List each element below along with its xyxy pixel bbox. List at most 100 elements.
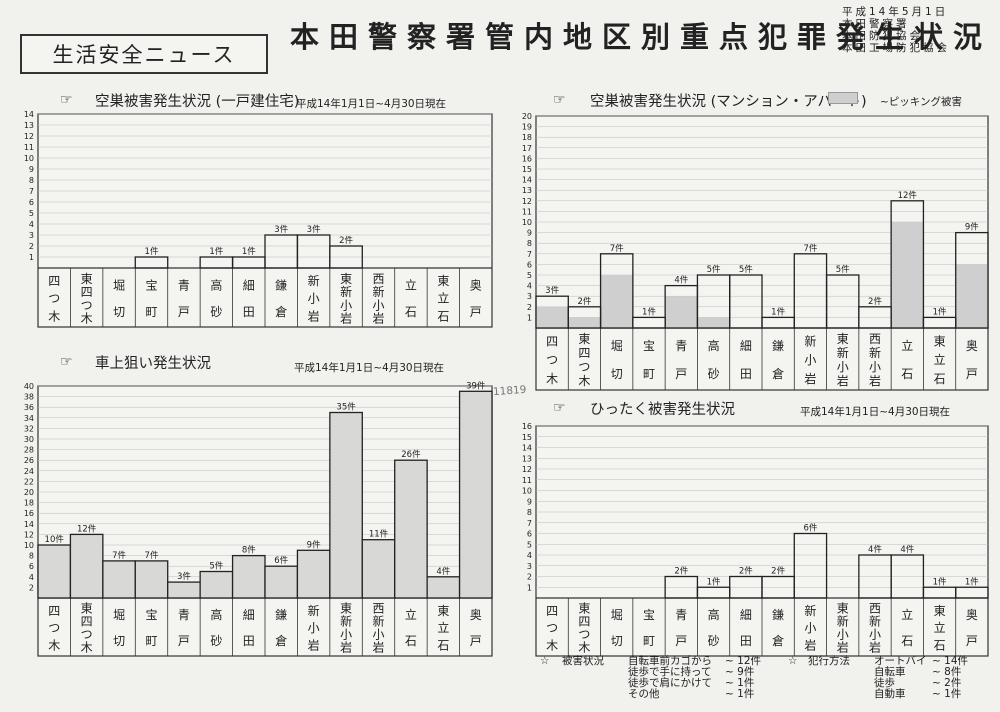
y-tick-label: 14 [522,444,532,453]
y-tick-label: 6 [29,198,34,207]
data-bar [361,539,396,599]
category-label: 石 [405,305,417,319]
y-tick-label: 18 [522,133,532,142]
category-label: 小 [804,621,816,635]
category-label: 石 [437,309,449,323]
data-label: 3件 [274,224,288,235]
category-label: 田 [740,634,752,648]
data-label: 3件 [545,285,559,296]
category-label: 高 [708,607,720,622]
date-block: 平成14年5月1日 本田警察署 本田防犯協会 本田工場防犯協会 [842,6,950,54]
y-tick-label: 11 [522,476,532,485]
y-tick-label: 14 [24,110,34,119]
y-tick-label: 12 [24,530,34,539]
data-label: 26件 [401,449,421,460]
category-label: 四 [48,274,60,288]
category-label: 岩 [804,371,816,386]
category-label: 小 [340,628,352,642]
data-label: 2件 [339,235,353,246]
category-label: 宝 [643,339,655,353]
category-label: 西 [372,272,384,286]
data-label: 5件 [836,264,850,275]
category-label: 戸 [966,367,978,381]
category-label: 東 [578,332,590,346]
y-tick-label: 4 [527,282,532,291]
category-label: 切 [611,634,623,648]
category-label: 木 [546,639,558,653]
y-tick-label: 8 [527,508,532,517]
category-label: 新 [837,614,849,629]
category-label: 小 [837,360,849,374]
category-label: 宝 [145,608,157,622]
method-item-label: オートバイ [874,655,927,667]
data-bar [793,532,828,599]
category-label: 東 [437,604,449,618]
category-label: 奥 [966,339,978,353]
category-label: 立 [901,607,913,622]
category-label: 青 [675,608,687,622]
hand-pointer-icon: ☞ [553,92,566,108]
category-label: 岩 [372,311,384,326]
category-label: 戸 [675,634,687,648]
data-bar [329,411,363,599]
org-police: 本田警察署 [842,18,910,30]
chart4-subtitle: 平成14年1月1日~4月30日現在 [800,406,951,418]
data-label: 9件 [965,222,979,233]
chart3-title: 車上狙い発生状況 [95,356,211,372]
data-label: 11件 [369,529,389,540]
category-label: 小 [308,292,320,306]
y-tick-label: 11 [522,207,532,216]
chart4-title: ひったく被害発生状況 [590,402,735,418]
y-tick-label: 24 [24,467,34,476]
y-tick-label: 6 [527,260,532,269]
method-breakdown-title: 犯行方法 [808,655,850,667]
picking-bar [697,317,730,328]
data-label: 1件 [933,306,947,317]
category-label: 倉 [275,304,287,319]
category-label: 四 [81,615,93,629]
category-label: 倉 [275,633,287,648]
news-label: 生活安全ニュース [52,43,236,67]
category-label: 小 [340,298,352,312]
category-label: 戸 [178,634,190,648]
y-tick-label: 10 [24,541,34,550]
category-label: つ [81,298,93,312]
y-tick-label: 14 [522,176,532,185]
data-label: 1件 [771,306,785,317]
data-bar [199,570,234,599]
data-label: 6件 [803,523,817,534]
data-label: 35件 [336,402,356,413]
data-label: 9件 [307,539,321,550]
category-label: 細 [740,339,752,353]
y-tick-label: 38 [24,393,34,402]
picking-bar [955,264,988,328]
data-bar [599,253,634,329]
category-label: 宝 [643,608,655,622]
category-label: 宝 [145,278,157,292]
category-label: 田 [740,367,752,381]
picking-legend-swatch [828,92,858,104]
data-label: 3件 [307,224,321,235]
issue-date: 平成14年5月1日 [842,6,949,18]
data-bar [134,256,169,269]
y-tick-label: 16 [24,509,34,518]
category-label: 細 [740,608,752,622]
y-tick-label: 2 [527,573,532,582]
category-label: 木 [578,641,590,655]
y-tick-label: 5 [29,209,34,218]
y-tick-label: 1 [527,583,532,592]
y-tick-label: 16 [522,422,532,431]
data-label: 10件 [45,534,65,545]
category-label: 石 [405,634,417,648]
category-label: 青 [675,339,687,353]
y-tick-label: 2 [29,242,34,251]
hand-pointer-icon: ☞ [553,400,566,416]
y-tick-label: 6 [29,562,34,571]
category-label: 四 [546,335,558,349]
category-label: 青 [178,608,190,622]
category-label: 町 [643,634,655,648]
data-label: 6件 [274,555,288,566]
category-label: 立 [934,620,946,635]
category-label: 東 [81,272,93,286]
data-bar [890,554,925,599]
